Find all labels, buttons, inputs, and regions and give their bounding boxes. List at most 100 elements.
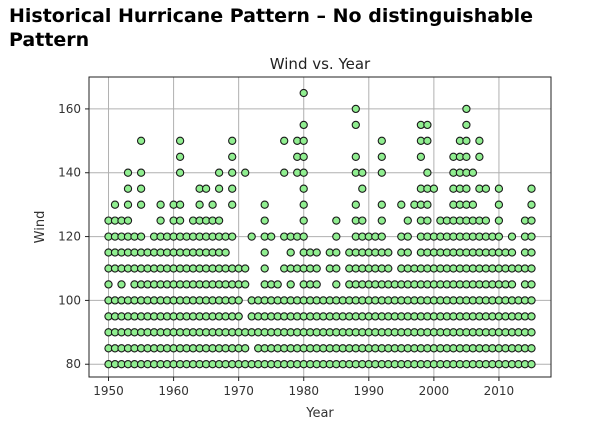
data-point <box>280 136 289 145</box>
data-point <box>377 168 386 177</box>
data-point <box>377 136 386 145</box>
x-axis-label: Year <box>305 406 334 421</box>
data-point <box>136 232 146 241</box>
data-point <box>208 200 217 209</box>
data-point <box>423 216 432 225</box>
data-point <box>423 136 432 145</box>
data-point <box>527 296 536 305</box>
x-tick-label: 1980 <box>288 384 319 398</box>
data-point <box>260 264 269 273</box>
data-point <box>384 264 393 273</box>
data-point <box>462 136 471 145</box>
data-point <box>286 248 295 257</box>
data-point <box>156 200 165 209</box>
data-point <box>299 136 308 145</box>
data-point <box>527 216 536 225</box>
y-tick-label: 160 <box>58 102 81 116</box>
data-point <box>221 248 230 257</box>
data-point <box>351 104 360 114</box>
y-axis-label: Wind <box>33 211 48 244</box>
data-point <box>358 216 367 225</box>
data-point <box>332 248 341 257</box>
data-point <box>377 232 386 241</box>
chart-title: Wind vs. Year <box>270 55 371 73</box>
data-point <box>429 184 439 193</box>
data-point <box>228 136 237 145</box>
y-tick-label: 100 <box>58 293 81 307</box>
data-point <box>241 344 250 353</box>
data-point <box>475 136 484 145</box>
data-point <box>156 216 165 225</box>
x-tick-label: 2000 <box>419 384 450 398</box>
data-point <box>481 216 491 225</box>
data-point <box>358 168 367 177</box>
data-point <box>527 248 536 257</box>
data-point <box>241 280 250 289</box>
data-point <box>397 200 406 209</box>
y-tick-label: 140 <box>58 166 81 180</box>
data-point <box>527 344 536 353</box>
data-point <box>377 152 386 161</box>
data-point <box>241 264 250 273</box>
data-point <box>351 200 360 209</box>
page-title: Historical Hurricane Pattern – No distin… <box>9 5 534 51</box>
data-point <box>527 280 536 289</box>
data-point <box>468 168 478 177</box>
data-point <box>260 248 269 257</box>
data-point <box>312 264 321 273</box>
data-point <box>117 280 126 289</box>
data-point <box>299 88 308 98</box>
data-point <box>351 120 360 130</box>
data-point <box>494 200 504 209</box>
data-point <box>468 200 478 209</box>
data-point <box>475 152 484 161</box>
data-point <box>110 200 120 209</box>
data-point <box>123 184 133 193</box>
axis-ticks: 1950 1960 1970 1980 1990 2000 2010 80 100 120 140 1… <box>58 102 514 398</box>
data-point <box>299 216 308 225</box>
data-point <box>462 120 471 130</box>
data-point <box>299 152 308 161</box>
data-point <box>175 168 185 177</box>
data-point <box>462 152 471 161</box>
data-point <box>214 168 224 177</box>
data-point <box>123 168 133 177</box>
data-point <box>351 152 360 161</box>
data-point <box>241 168 250 177</box>
x-tick-label: 2010 <box>484 384 515 398</box>
data-point <box>332 264 341 273</box>
data-point <box>332 280 341 289</box>
data-point <box>247 232 256 241</box>
data-point <box>416 152 426 161</box>
x-tick-label: 1970 <box>223 384 254 398</box>
data-point <box>123 200 133 209</box>
y-tick-label: 120 <box>58 230 81 244</box>
data-point <box>175 200 185 209</box>
data-point <box>228 200 237 209</box>
data-point <box>332 232 341 241</box>
data-point <box>332 216 341 225</box>
data-point <box>527 200 536 209</box>
data-point <box>299 184 308 193</box>
data-point <box>175 136 185 145</box>
data-point <box>286 280 295 289</box>
data-point <box>494 232 504 241</box>
data-point <box>403 232 412 241</box>
data-point <box>507 248 517 257</box>
plot-area-frame <box>88 76 552 378</box>
data-point <box>494 216 504 225</box>
data-point <box>267 232 276 241</box>
data-point <box>228 168 237 177</box>
data-point <box>280 168 289 177</box>
data-point <box>384 248 393 257</box>
data-point <box>260 216 269 225</box>
scatter-points <box>104 88 536 369</box>
data-point <box>228 184 237 193</box>
data-point <box>123 216 133 225</box>
data-point <box>104 280 113 289</box>
data-point <box>481 184 491 193</box>
data-point <box>377 216 386 225</box>
data-point <box>423 168 432 177</box>
data-point <box>299 200 308 209</box>
